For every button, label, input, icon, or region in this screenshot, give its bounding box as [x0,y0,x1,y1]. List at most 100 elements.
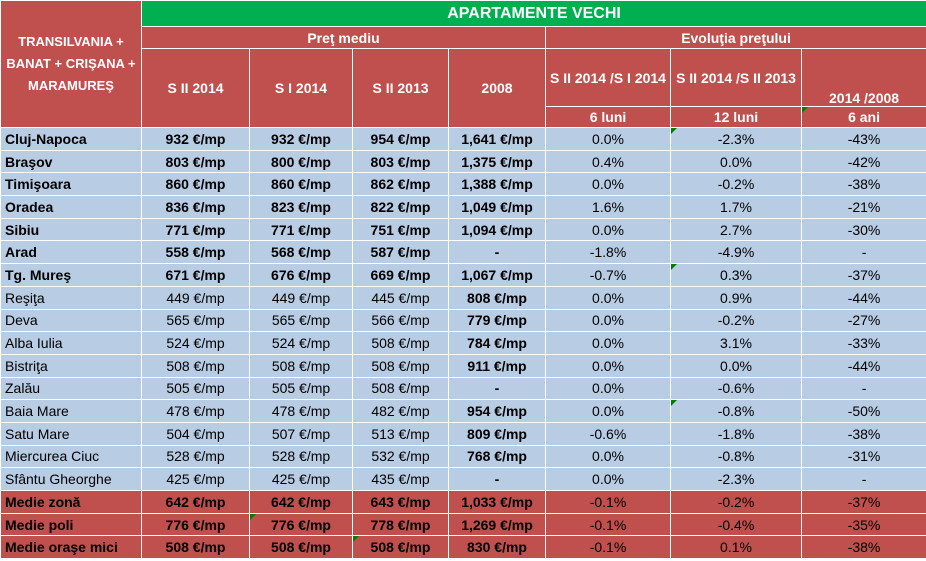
price-s1-2014: 568 €/mp [249,240,353,265]
evo-6y: -35% [800,512,926,537]
price-s2-2013: 508 €/mp [352,353,449,378]
evo-6y: -44% [800,285,926,310]
price-2008: 1,094 €/mp [448,217,546,242]
table-row: Reşiţa 449 €/mp 449 €/mp 445 €/mp 808 €/mp 0.… [0,285,926,310]
table-row: Miercurea Ciuc 528 €/mp 528 €/mp 532 €/mp 76… [0,444,926,469]
evo-6y: -50% [800,399,926,423]
evo-6y: -31% [800,444,926,469]
price-2008: 1,375 €/mp [448,149,546,174]
price-s2-2014: 860 €/mp [141,172,250,197]
price-2008: 779 €/mp [448,308,546,333]
city-name: Baia Mare [0,399,142,423]
price-s2-2014: 771 €/mp [141,217,250,242]
evo-6y: -33% [800,331,926,355]
col-header-2008: 2008 [448,48,546,128]
table-row: Tg. Mureş 671 €/mp 676 €/mp 669 €/mp 1,067 €… [0,263,926,287]
evo-12m: 2.7% [670,217,802,242]
price-s2-2014: 425 €/mp [141,467,250,491]
price-s2-2013: 508 €/mp [352,535,449,560]
evo-6y: -38% [800,535,926,560]
col-header-s2-2014: S II 2014 [141,48,250,128]
table-row: Alba Iulia 524 €/mp 524 €/mp 508 €/mp 784 €/… [0,331,926,355]
price-2008: 1,067 €/mp [448,263,546,287]
evo-12m: -0.6% [670,376,802,401]
evo-6m: 0.4% [545,149,671,174]
table-row: Baia Mare 478 €/mp 478 €/mp 482 €/mp 954 €/m… [0,399,926,423]
price-s2-2014: 524 €/mp [141,331,250,355]
table-title: APARTAMENTE VECHI [140,0,926,27]
evo-sub-6y: 6 ani [800,106,926,128]
evo-6y: -37% [800,490,926,514]
city-name: Medie oraşe mici [0,535,142,560]
city-name: Sibiu [0,217,142,242]
evo-12m: -0.4% [670,512,802,537]
price-s1-2014: 823 €/mp [249,195,353,219]
evo-6m: 0.0% [545,308,671,333]
summary-row: Medie zonă 642 €/mp 642 €/mp 643 €/mp 1,033 … [0,490,926,514]
price-2008: 808 €/mp [448,285,546,310]
evo-6m: -0.1% [545,535,671,560]
price-s2-2014: 528 €/mp [141,444,250,469]
evo-6m: 0.0% [545,376,671,401]
evo-6m: 0.0% [545,467,671,491]
price-s1-2014: 505 €/mp [249,376,353,401]
price-s2-2014: 836 €/mp [141,195,250,219]
evo-6y: -37% [800,263,926,287]
evo-12m: -2.3% [670,467,802,491]
price-s2-2013: 445 €/mp [352,285,449,310]
price-2008: 1,033 €/mp [448,490,546,514]
city-name: Braşov [0,149,142,174]
evo-6m: 0.0% [545,285,671,310]
price-s1-2014: 860 €/mp [249,172,353,197]
table-row: Arad 558 €/mp 568 €/mp 587 €/mp - -1.8% -4.9% - [0,240,926,265]
price-s2-2014: 565 €/mp [141,308,250,333]
table-row: Deva 565 €/mp 565 €/mp 566 €/mp 779 €/mp 0.0%… [0,308,926,333]
price-s2-2014: 642 €/mp [141,490,250,514]
city-name: Satu Mare [0,421,142,446]
evo-6y: -38% [800,172,926,197]
evo-12m: -0.2% [670,308,802,333]
evo-6m: -0.6% [545,421,671,446]
evo-6m: 0.0% [545,127,671,151]
evo-6y: - [800,240,926,265]
price-s2-2013: 587 €/mp [352,240,449,265]
price-s2-2014: 671 €/mp [141,263,250,287]
evo-6m: 1.6% [545,195,671,219]
price-s1-2014: 508 €/mp [249,535,353,560]
table-row: Zalău 505 €/mp 505 €/mp 508 €/mp -0.0% -0.6% - [0,376,926,401]
evo-12m: 0.3% [670,263,802,287]
price-s2-2013: 778 €/mp [352,512,449,537]
evo-6y: -42% [800,149,926,174]
evo-6m: 0.0% [545,172,671,197]
city-name: Alba Iulia [0,331,142,355]
price-2008: 1,641 €/mp [448,127,546,151]
city-name: Cluj-Napoca [0,127,142,151]
price-group-header: Preţ mediu [141,26,546,49]
price-s2-2013: 643 €/mp [352,490,449,514]
city-name: Reşiţa [0,285,142,310]
price-s1-2014: 449 €/mp [249,285,353,310]
price-2008: 784 €/mp [448,331,546,355]
evo-12m: -0.2% [670,172,802,197]
evo-6m: -0.7% [545,263,671,287]
evo-6m: 0.0% [545,331,671,355]
evo-6y: -30% [800,217,926,242]
price-s2-2013: 435 €/mp [352,467,449,491]
price-s1-2014: 565 €/mp [249,308,353,333]
city-name: Medie poli [0,512,142,537]
evo-6m: 0.0% [545,353,671,378]
price-s1-2014: 524 €/mp [249,331,353,355]
evo-12m: -0.8% [670,444,802,469]
price-s1-2014: 507 €/mp [249,421,353,446]
region-header: TRANSILVANIA + BANAT + CRIŞANA + MARAMUR… [0,0,142,128]
evo-6y: -44% [800,353,926,378]
evo-12m: -0.8% [670,399,802,423]
summary-row: Medie poli 776 €/mp 776 €/mp 778 €/mp 1,269 … [0,512,926,537]
evo-12m: 1.7% [670,195,802,219]
city-name: Timişoara [0,172,142,197]
price-s2-2014: 932 €/mp [141,127,250,151]
price-s2-2013: 669 €/mp [352,263,449,287]
price-2008: - [448,240,546,265]
evo-6m: -0.1% [545,512,671,537]
